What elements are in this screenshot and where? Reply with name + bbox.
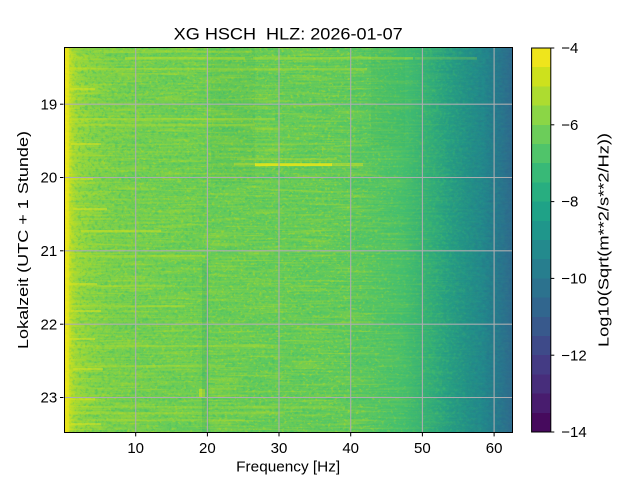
svg-text:−8: −8 <box>561 194 578 211</box>
svg-text:−4: −4 <box>561 40 578 57</box>
svg-text:20: 20 <box>199 440 216 457</box>
svg-text:30: 30 <box>271 440 288 457</box>
svg-text:−10: −10 <box>561 271 586 288</box>
svg-text:Lokalzeit (UTC + 1 Stunde): Lokalzeit (UTC + 1 Stunde) <box>15 131 32 349</box>
svg-text:Log10(Sqrt(m**2/s**2/Hz)): Log10(Sqrt(m**2/s**2/Hz)) <box>595 133 612 347</box>
svg-text:−6: −6 <box>561 117 578 134</box>
svg-text:Frequency [Hz]: Frequency [Hz] <box>236 458 340 475</box>
svg-text:23: 23 <box>41 390 58 407</box>
svg-text:22: 22 <box>41 316 58 333</box>
svg-text:20: 20 <box>41 170 58 187</box>
svg-text:50: 50 <box>414 440 431 457</box>
svg-text:21: 21 <box>41 243 58 260</box>
svg-text:60: 60 <box>486 440 503 457</box>
svg-text:10: 10 <box>127 440 144 457</box>
svg-text:XG HSCH HLZ: 2026-01-07: XG HSCH HLZ: 2026-01-07 <box>174 25 403 44</box>
svg-text:19: 19 <box>41 96 58 113</box>
svg-text:40: 40 <box>342 440 359 457</box>
svg-text:−14: −14 <box>561 424 586 441</box>
svg-text:−12: −12 <box>561 347 586 364</box>
